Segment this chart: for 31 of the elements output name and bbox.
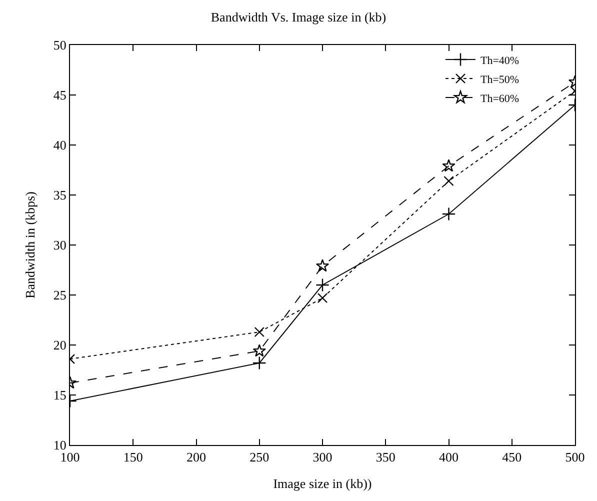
point: [316, 259, 330, 272]
x-tick-label: 400: [439, 450, 458, 465]
legend-label: Th=50%: [480, 74, 520, 86]
y-tick-label: 30: [53, 238, 66, 253]
x-tick-label: 500: [565, 450, 585, 465]
y-axis-title: Bandwidth in (kbps): [22, 192, 38, 298]
y-tick-label: 25: [53, 288, 66, 303]
x-axis-title: Image size in (kb)): [273, 476, 372, 492]
x-tick-label: 450: [502, 450, 522, 465]
legend-label: Th=60%: [480, 92, 520, 105]
y-tick-label: 45: [53, 88, 66, 103]
x-tick-label: 300: [312, 450, 332, 465]
y-tick-label: 40: [53, 138, 66, 153]
chart-title: Bandwidth Vs. Image size in (kb): [210, 10, 386, 25]
point: [444, 176, 454, 186]
x-tick-label: 200: [186, 450, 206, 465]
point: [442, 207, 456, 221]
point: [252, 356, 266, 370]
point: [316, 278, 330, 292]
y-tick-label: 20: [53, 338, 66, 353]
point: [442, 159, 456, 172]
y-tick-label: 35: [53, 188, 66, 203]
legend-label: Th=40%: [480, 54, 520, 67]
y-tick-label: 50: [53, 38, 66, 53]
point: [254, 326, 264, 338]
point: [317, 292, 328, 304]
x-tick-label: 250: [250, 450, 270, 465]
x-tick-label: 350: [376, 450, 396, 465]
x-tick-label: 150: [123, 450, 143, 465]
y-tick-label: 15: [53, 388, 66, 403]
point: [252, 344, 266, 357]
